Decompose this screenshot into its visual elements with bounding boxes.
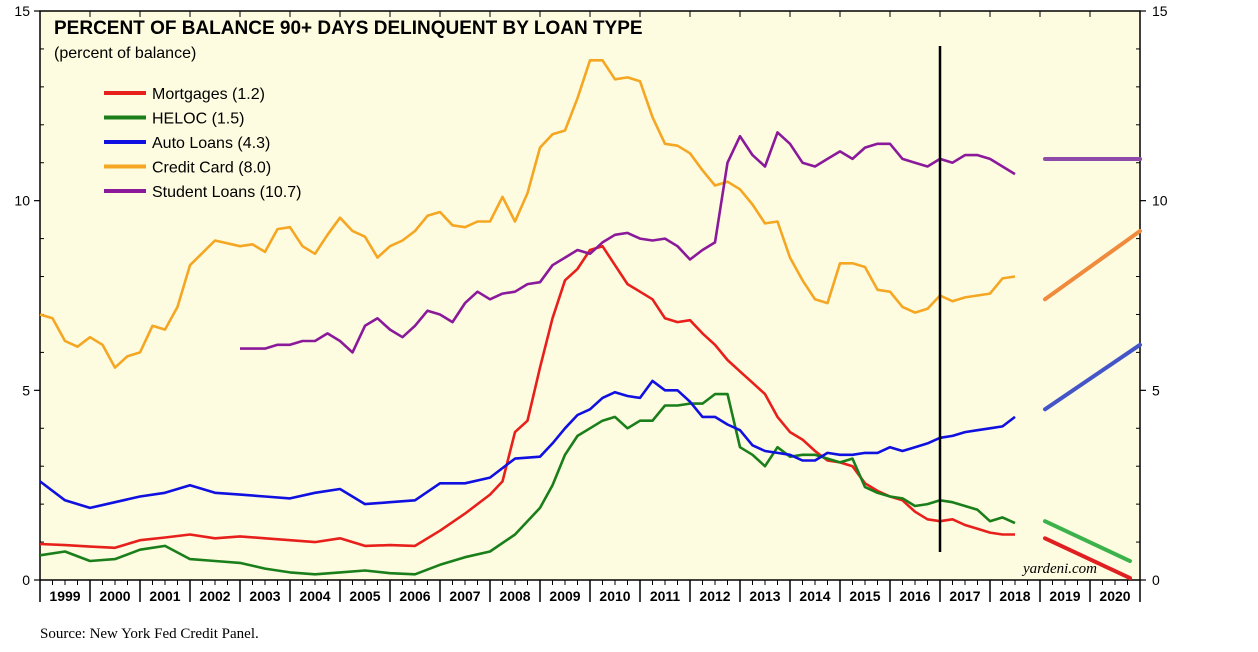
x-tick-label: 2012 [699,588,730,604]
x-tick-label: 2020 [1099,588,1130,604]
x-tick-label: 2009 [549,588,580,604]
legend: Mortgages (1.2) HELOC (1.5) Auto Loans (4.… [104,86,301,201]
legend-label: Auto Loans (4.3) [152,135,270,152]
series-line [240,131,1016,354]
y-tick-label-right: 0 [1152,572,1160,588]
watermark: yardeni.com [1021,561,1097,577]
y-tick-label-right: 15 [1152,3,1168,19]
x-tick-label: 2006 [399,588,430,604]
x-tick-label: 2010 [599,588,630,604]
y-tick-label-right: 5 [1152,382,1160,398]
x-tick-label: 2019 [1049,588,1080,604]
y-tick-label-right: 10 [1152,193,1168,209]
x-tick-label: 2014 [799,588,830,604]
legend-label: HELOC (1.5) [152,111,244,128]
x-tick-label: 2000 [99,588,130,604]
x-tick-label: 2015 [849,588,880,604]
plot-area [39,10,1141,581]
series-line [39,58,1016,369]
projection-line [1043,342,1142,412]
y-tick-label-left: 5 [22,382,30,398]
x-tick-label: 2005 [349,588,380,604]
projection-layer [1043,156,1142,581]
series-line [39,392,1016,576]
x-tick-label: 2018 [999,588,1030,604]
x-tick-label: 2008 [499,588,530,604]
y-tick-label-left: 0 [22,572,30,588]
x-tick-label: 2017 [949,588,980,604]
legend-label: Mortgages (1.2) [152,86,265,103]
axes: 0 0 5 5 10 10 15 15 1999 2000 2001 2002 2003 2004 2005… [14,3,1167,604]
y-tick-label-left: 10 [14,193,30,209]
x-tick-label: 2013 [749,588,780,604]
projection-line [1043,536,1132,581]
projection-line [1043,519,1132,564]
x-tick-label: 1999 [49,588,80,604]
x-tick-label: 2011 [650,588,681,604]
x-tick-label: 2004 [299,588,330,604]
x-tick-label: 2003 [249,588,280,604]
chart-title: PERCENT OF BALANCE 90+ DAYS DELINQUENT B… [54,18,643,39]
x-tick-label: 2001 [149,588,180,604]
x-tick-label: 2002 [199,588,230,604]
legend-label: Credit Card (8.0) [152,160,271,177]
x-tick-label: 2007 [449,588,480,604]
series-line [39,379,1016,510]
source-note: Source: New York Fed Credit Panel. [40,626,259,642]
series-layer [39,58,1016,576]
chart-subtitle: (percent of balance) [54,45,196,62]
projection-line [1043,229,1142,302]
legend-label: Student Loans (10.7) [152,184,301,201]
x-tick-label: 2016 [899,588,930,604]
y-tick-label-left: 15 [14,3,30,19]
